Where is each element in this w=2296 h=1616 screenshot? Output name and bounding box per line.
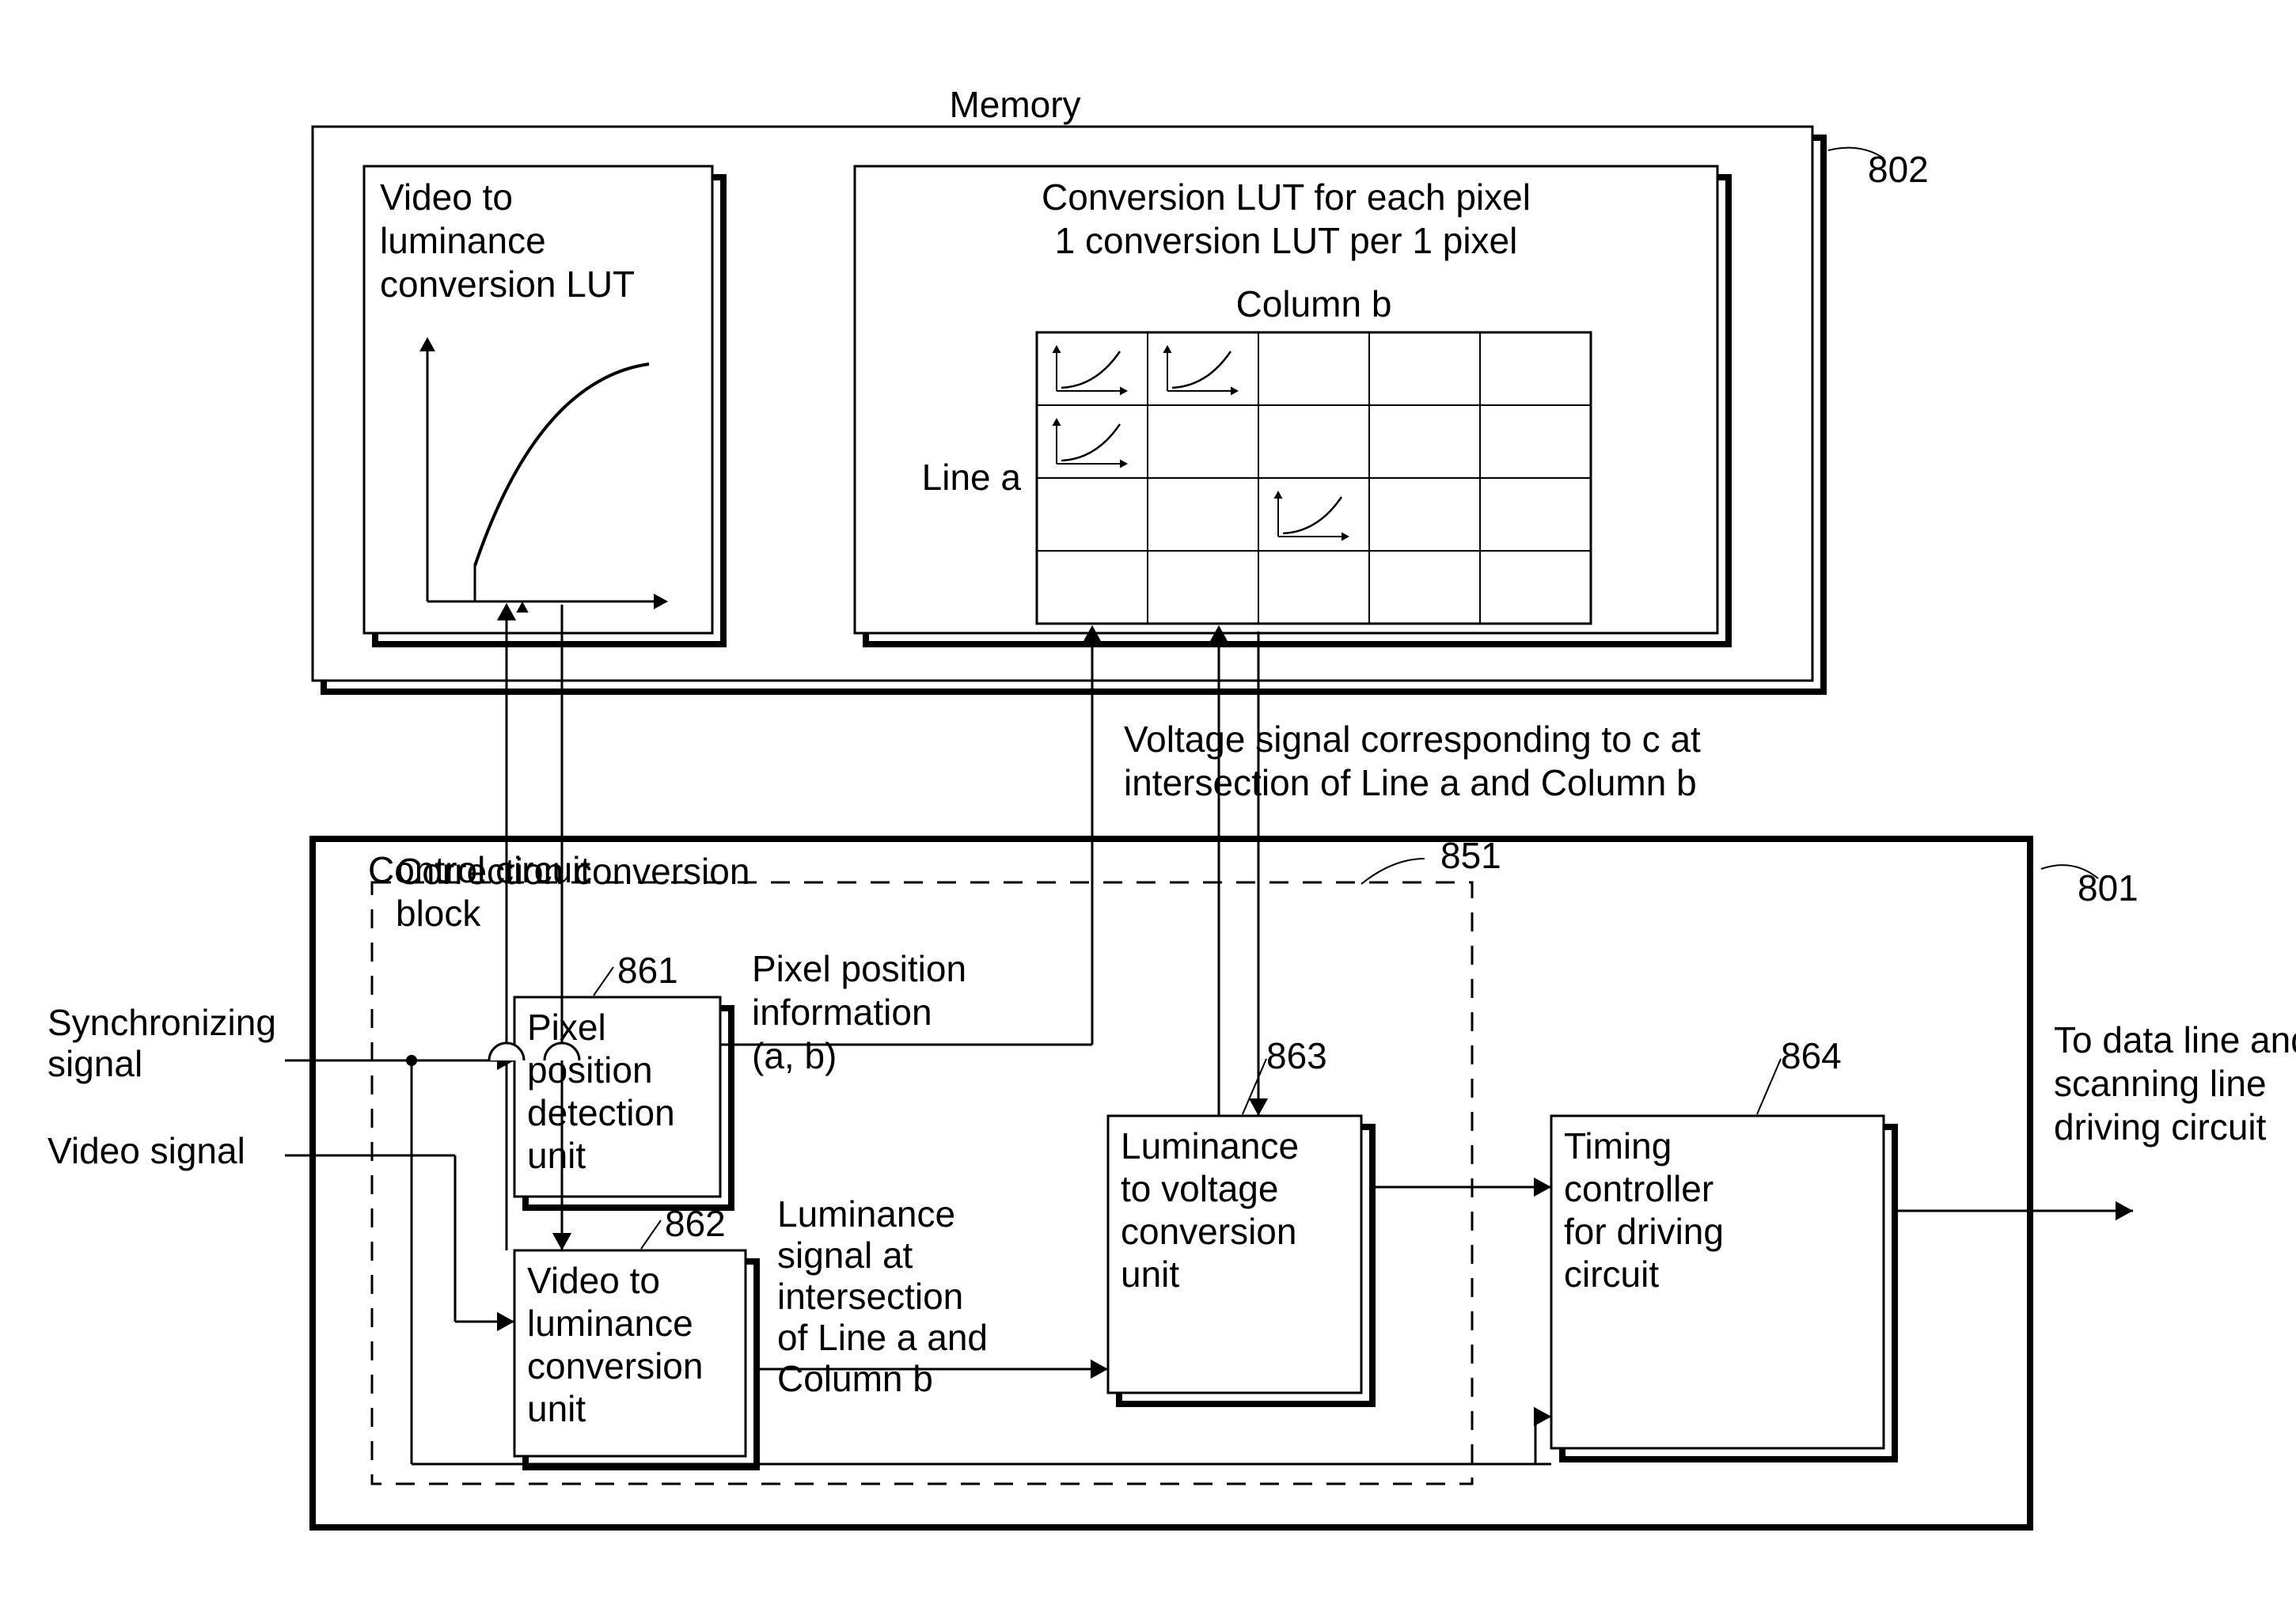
block-864-text: circuit: [1564, 1254, 1659, 1295]
lut-title: Video to: [380, 176, 513, 218]
lut-title: luminance: [380, 220, 546, 261]
lum-signal-label: Luminance: [777, 1193, 955, 1235]
ref-863: 863: [1266, 1035, 1327, 1076]
pixel-info: (a, b): [752, 1035, 837, 1076]
lum-signal-label: intersection: [777, 1276, 963, 1317]
block-863-text: conversion: [1121, 1211, 1296, 1252]
lum-signal-label: signal at: [777, 1235, 913, 1276]
block-863-text: unit: [1121, 1254, 1179, 1295]
block-863-text: to voltage: [1121, 1168, 1278, 1209]
conv-title: 1 conversion LUT per 1 pixel: [1055, 220, 1518, 261]
correction-label: Correction conversion: [396, 851, 750, 892]
block-864-text: Timing: [1564, 1125, 1672, 1166]
lum-signal-label: of Line a and: [777, 1317, 988, 1358]
voltage-signal-label: Voltage signal corresponding to c at: [1124, 719, 1701, 760]
sync-label: Synchronizing: [47, 1002, 276, 1043]
ref-801: 801: [2078, 867, 2139, 909]
block-863-text: Luminance: [1121, 1125, 1299, 1166]
pixel-info: Pixel position: [752, 948, 966, 989]
block-862-text: unit: [527, 1388, 586, 1429]
block-861-text: unit: [527, 1135, 586, 1176]
line-a-label: Line a: [922, 457, 1022, 498]
correction-label: block: [396, 893, 481, 934]
voltage-signal-label: intersection of Line a and Column b: [1124, 762, 1697, 803]
ref-864: 864: [1781, 1035, 1842, 1076]
block-864-text: controller: [1564, 1168, 1713, 1209]
block-862-text: luminance: [527, 1303, 693, 1344]
block-861-text: detection: [527, 1092, 675, 1133]
ref-861: 861: [617, 950, 678, 991]
output-label: scanning line: [2054, 1063, 2267, 1104]
conv-title: Conversion LUT for each pixel: [1042, 176, 1531, 218]
col-b-label: Column b: [1236, 283, 1392, 324]
video-label: Video signal: [47, 1130, 245, 1171]
output-label: To data line and: [2054, 1019, 2296, 1060]
block-864-text: for driving: [1564, 1211, 1724, 1252]
block-861-text: Pixel: [527, 1007, 606, 1048]
block-862-text: conversion: [527, 1345, 703, 1386]
ref-851: 851: [1440, 835, 1501, 876]
pixel-info: information: [752, 992, 932, 1033]
lum-signal-label: Column b: [777, 1358, 933, 1399]
arrow-head: [2116, 1201, 2133, 1220]
ref-862: 862: [665, 1203, 726, 1244]
output-label: driving circuit: [2054, 1106, 2267, 1148]
lut-title: conversion LUT: [380, 264, 635, 305]
sync-label: signal: [47, 1043, 142, 1084]
memory-label: Memory: [949, 84, 1080, 125]
block-862-text: Video to: [527, 1260, 660, 1301]
